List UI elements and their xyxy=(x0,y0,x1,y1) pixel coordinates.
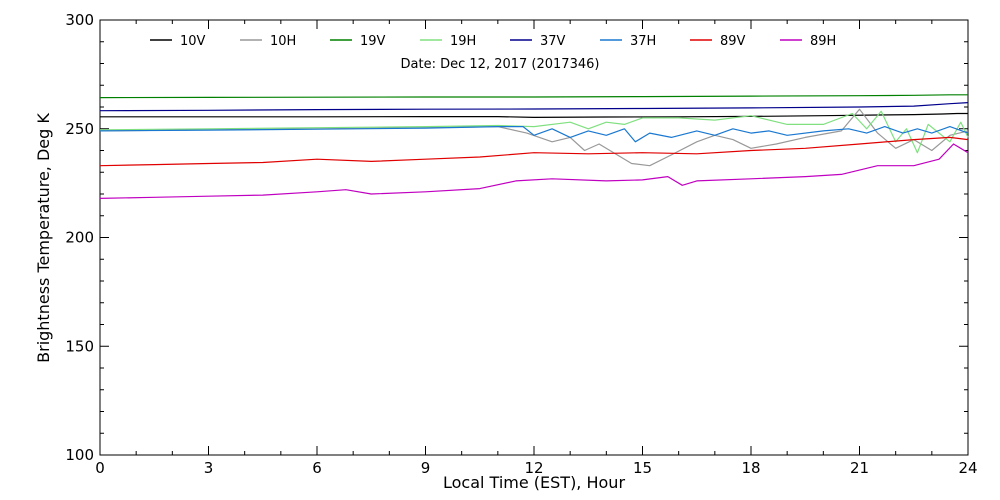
legend-label: 89V xyxy=(720,34,746,49)
series-line-89v xyxy=(99,136,969,167)
y-tick-label: 150 xyxy=(65,337,94,355)
x-axis: 0 3 6 9 12 15 18 21 24 xyxy=(95,20,978,477)
y-tick-label: 300 xyxy=(65,11,94,29)
series-line-19v xyxy=(99,94,968,99)
x-tick-label: 6 xyxy=(312,459,322,477)
x-tick-label: 24 xyxy=(958,459,977,477)
series-line-89h xyxy=(99,143,969,199)
legend-label: 10H xyxy=(270,34,296,49)
legend-label: 37H xyxy=(630,34,656,49)
legend-label: 37V xyxy=(540,34,566,49)
legend: 10V 10H 19V 19H 37V 37H 89V 89H xyxy=(150,34,836,49)
x-tick-label: 0 xyxy=(95,459,105,477)
x-tick-label: 9 xyxy=(421,459,431,477)
legend-label: 19H xyxy=(450,34,476,49)
x-axis-title: Local Time (EST), Hour xyxy=(443,473,625,492)
y-axis: 100 150 200 250 300 xyxy=(65,11,968,464)
x-tick-label: 3 xyxy=(204,459,214,477)
x-tick-label: 21 xyxy=(850,459,869,477)
series-line-10v xyxy=(100,112,968,119)
series-line-19h xyxy=(99,110,969,154)
x-tick-label: 12 xyxy=(524,459,543,477)
series-line-37h xyxy=(99,125,969,143)
series-lines xyxy=(99,94,969,199)
y-tick-label: 200 xyxy=(65,229,94,247)
series-line-37v xyxy=(99,102,969,112)
y-tick-label: 100 xyxy=(65,446,94,464)
y-tick-label: 250 xyxy=(65,120,94,138)
series-line-10h xyxy=(99,108,969,167)
date-annotation: Date: Dec 12, 2017 (2017346) xyxy=(401,57,600,72)
legend-label: 19V xyxy=(360,34,386,49)
legend-label: 10V xyxy=(180,34,206,49)
x-tick-label: 18 xyxy=(741,459,760,477)
y-axis-title: Brightness Temperature, Deg K xyxy=(34,113,53,363)
legend-label: 89H xyxy=(810,34,836,49)
plot-frame xyxy=(99,19,969,456)
x-tick-label: 15 xyxy=(633,459,652,477)
